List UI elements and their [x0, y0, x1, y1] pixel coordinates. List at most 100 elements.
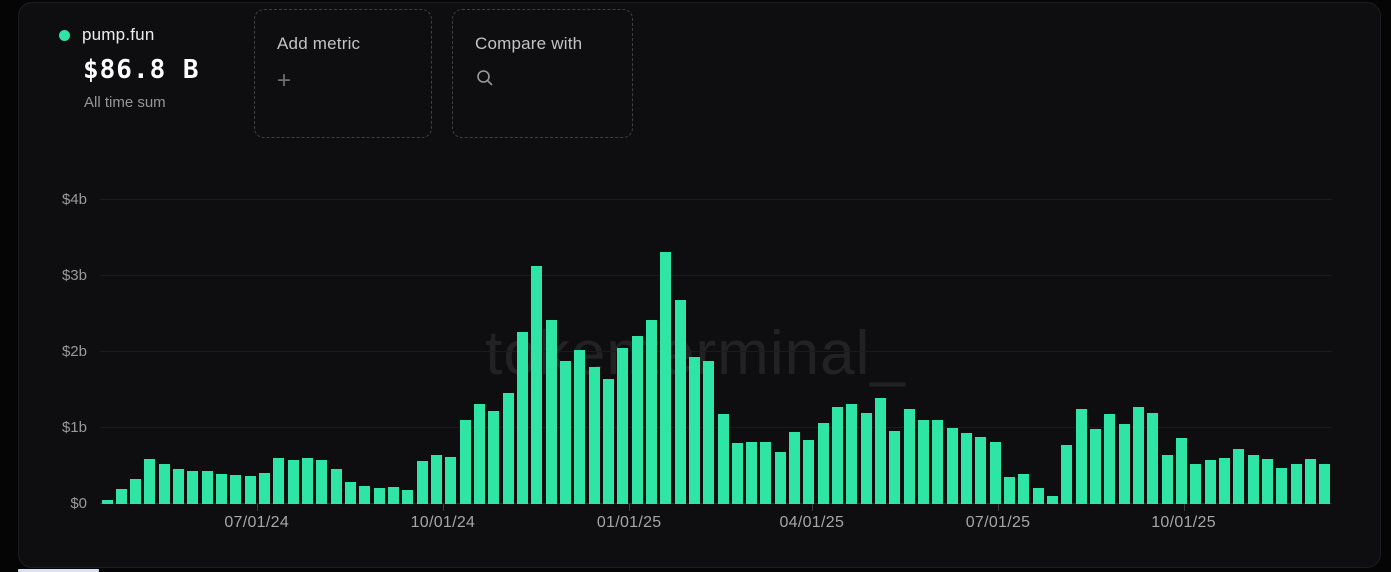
bar-week-41[interactable] — [688, 357, 700, 504]
bar-week-22[interactable] — [416, 460, 428, 504]
bar-week-31[interactable] — [545, 320, 557, 504]
bar-week-24[interactable] — [445, 456, 457, 504]
bar-week-32[interactable] — [559, 361, 571, 504]
bar-week-10[interactable] — [244, 475, 256, 504]
bar-week-25[interactable] — [459, 420, 471, 504]
bar-week-57[interactable] — [918, 420, 930, 504]
bar-week-55[interactable] — [889, 431, 901, 504]
plus-icon: + — [277, 67, 292, 94]
bar-week-8[interactable] — [216, 473, 228, 504]
bar-week-43[interactable] — [717, 414, 729, 504]
bar-week-14[interactable] — [302, 457, 314, 504]
bar-week-23[interactable] — [430, 454, 442, 504]
bar-week-13[interactable] — [287, 459, 299, 504]
bar-week-67[interactable] — [1061, 444, 1073, 504]
bar-week-29[interactable] — [516, 332, 528, 504]
add-metric-button[interactable]: Add metric + — [254, 9, 432, 138]
bar-week-50[interactable] — [817, 423, 829, 504]
bar-week-76[interactable] — [1190, 463, 1202, 504]
series-color-dot — [59, 29, 70, 41]
x-axis-label: 10/01/24 — [410, 514, 476, 531]
bar-week-61[interactable] — [975, 437, 987, 504]
bar-week-81[interactable] — [1261, 459, 1273, 504]
x-axis-tick — [811, 504, 813, 511]
gridline — [100, 199, 1332, 200]
bar-week-48[interactable] — [789, 431, 801, 504]
bar-week-2[interactable] — [130, 478, 142, 504]
bar-week-75[interactable] — [1175, 437, 1187, 504]
bar-week-53[interactable] — [860, 412, 872, 504]
bar-week-80[interactable] — [1247, 455, 1259, 504]
bar-week-79[interactable] — [1233, 449, 1245, 504]
bar-week-65[interactable] — [1032, 488, 1044, 504]
bar-week-60[interactable] — [961, 432, 973, 504]
bar-week-27[interactable] — [488, 410, 500, 504]
bar-week-85[interactable] — [1319, 463, 1331, 504]
bar-week-71[interactable] — [1118, 424, 1130, 504]
bar-week-51[interactable] — [832, 407, 844, 504]
x-axis-label: 07/01/25 — [965, 514, 1031, 531]
bar-week-30[interactable] — [531, 266, 543, 504]
bar-week-16[interactable] — [330, 469, 342, 504]
bar-week-3[interactable] — [144, 459, 156, 504]
bar-week-5[interactable] — [173, 469, 185, 504]
bar-week-52[interactable] — [846, 404, 858, 504]
bar-week-45[interactable] — [746, 441, 758, 504]
bar-week-15[interactable] — [316, 459, 328, 504]
bar-week-12[interactable] — [273, 458, 285, 504]
horizontal-scrollbar[interactable] — [18, 569, 99, 572]
bar-week-63[interactable] — [1004, 476, 1015, 504]
bar-week-19[interactable] — [373, 488, 385, 504]
bar-week-64[interactable] — [1018, 473, 1030, 504]
bar-week-83[interactable] — [1290, 463, 1302, 504]
x-axis-tick — [629, 504, 631, 511]
bar-week-21[interactable] — [402, 489, 414, 504]
bar-week-17[interactable] — [345, 481, 357, 504]
bar-week-38[interactable] — [645, 320, 657, 504]
bar-week-7[interactable] — [201, 470, 213, 504]
bar-week-18[interactable] — [359, 485, 371, 504]
bar-week-54[interactable] — [875, 397, 887, 504]
bar-week-0[interactable] — [101, 500, 113, 504]
bar-week-36[interactable] — [617, 348, 629, 504]
bar-week-1[interactable] — [115, 488, 127, 504]
bar-week-49[interactable] — [803, 440, 815, 504]
bar-week-58[interactable] — [932, 419, 944, 504]
bar-week-62[interactable] — [989, 441, 1001, 504]
bar-week-77[interactable] — [1204, 459, 1216, 504]
bar-week-26[interactable] — [473, 404, 485, 504]
bar-week-28[interactable] — [502, 393, 514, 504]
bar-week-59[interactable] — [946, 428, 958, 504]
y-axis-label: $1b — [61, 419, 87, 436]
bar-week-39[interactable] — [660, 251, 672, 504]
bar-week-33[interactable] — [574, 349, 586, 504]
bar-week-73[interactable] — [1147, 412, 1159, 504]
bar-week-84[interactable] — [1304, 459, 1316, 504]
bar-week-68[interactable] — [1075, 409, 1087, 504]
bar-week-66[interactable] — [1046, 496, 1058, 504]
bar-week-78[interactable] — [1218, 458, 1230, 504]
bar-week-74[interactable] — [1161, 455, 1173, 504]
bar-week-46[interactable] — [760, 442, 772, 504]
bar-week-20[interactable] — [388, 486, 399, 504]
bar-week-44[interactable] — [731, 443, 743, 504]
bar-week-34[interactable] — [588, 367, 600, 504]
bar-week-40[interactable] — [674, 299, 686, 504]
bar-week-69[interactable] — [1089, 428, 1101, 504]
bar-week-56[interactable] — [903, 409, 915, 504]
bar-week-37[interactable] — [631, 336, 643, 504]
bar-week-6[interactable] — [187, 471, 199, 504]
bar-week-82[interactable] — [1276, 467, 1288, 504]
bar-week-70[interactable] — [1104, 414, 1116, 504]
bar-week-35[interactable] — [602, 378, 614, 504]
bar-week-42[interactable] — [703, 361, 715, 504]
bar-week-9[interactable] — [230, 475, 242, 504]
compare-with-button[interactable]: Compare with — [452, 9, 633, 138]
bar-week-11[interactable] — [259, 472, 271, 504]
bar-week-47[interactable] — [774, 452, 786, 504]
bar-week-4[interactable] — [158, 464, 170, 504]
x-axis-tick — [442, 504, 444, 511]
gridline — [100, 275, 1332, 276]
bar-week-72[interactable] — [1132, 407, 1144, 504]
